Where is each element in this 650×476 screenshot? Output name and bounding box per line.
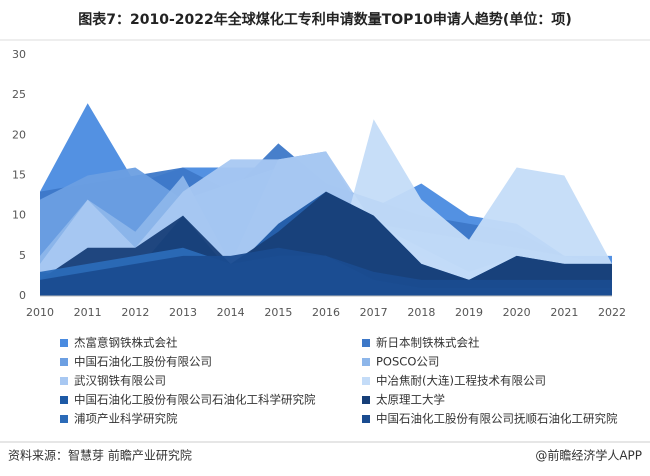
- x-tick-label: 2012: [121, 306, 149, 319]
- area: [40, 119, 612, 297]
- legend-marker: [362, 377, 370, 385]
- legend-label: 中国石油化工股份有限公司石油化工科学研究院: [74, 393, 316, 407]
- source: 资料来源：智慧芽 前瞻产业研究院: [8, 448, 192, 463]
- x-tick-label: 2014: [217, 306, 245, 319]
- y-tick-label: 10: [12, 209, 26, 222]
- legend-label: 中冶焦耐(大连)工程技术有限公司: [376, 374, 546, 388]
- legend-marker: [362, 358, 370, 366]
- legend-label: 武汉钢铁有限公司: [74, 374, 166, 388]
- legend-label: 浦项产业科学研究院: [74, 412, 178, 426]
- credit: @前瞻经济学人APP: [535, 448, 642, 463]
- y-tick-label: 0: [19, 289, 26, 302]
- legend-marker: [60, 377, 68, 385]
- legend-marker: [362, 415, 370, 423]
- x-tick-label: 2018: [407, 306, 435, 319]
- legend-label: 中国石油化工股份有限公司抚顺石油化工研究院: [376, 412, 618, 426]
- legend-label: 新日本制铁株式会社: [376, 336, 480, 350]
- legend-label: 杰富意钢铁株式会社: [74, 336, 178, 350]
- legend-marker: [60, 415, 68, 423]
- x-tick-label: 2022: [598, 306, 626, 319]
- legend-marker: [362, 339, 370, 347]
- legend-marker: [60, 358, 68, 366]
- legend-marker: [60, 339, 68, 347]
- y-tick-label: 5: [19, 249, 26, 262]
- x-tick-label: 2010: [26, 306, 54, 319]
- chart-title: 图表7：2010-2022年全球煤化工专利申请数量TOP10申请人趋势(单位：项…: [78, 11, 571, 28]
- legend-label: 太原理工大学: [376, 393, 445, 407]
- x-tick-label: 2011: [74, 306, 102, 319]
- x-tick-label: 2020: [503, 306, 531, 319]
- y-tick-label: 25: [12, 88, 26, 101]
- x-tick-label: 2021: [550, 306, 578, 319]
- legend-marker: [60, 396, 68, 404]
- x-tick-label: 2019: [455, 306, 483, 319]
- y-tick-label: 30: [12, 48, 26, 61]
- legend-label: POSCO公司: [376, 355, 439, 369]
- x-tick-label: 2013: [169, 306, 197, 319]
- area: [40, 247, 612, 296]
- x-tick-label: 2017: [360, 306, 388, 319]
- y-tick-label: 20: [12, 128, 26, 141]
- legend-marker: [362, 396, 370, 404]
- y-tick-label: 15: [12, 169, 26, 182]
- x-tick-label: 2015: [264, 306, 292, 319]
- legend-label: 中国石油化工股份有限公司: [74, 355, 212, 369]
- x-tick-label: 2016: [312, 306, 340, 319]
